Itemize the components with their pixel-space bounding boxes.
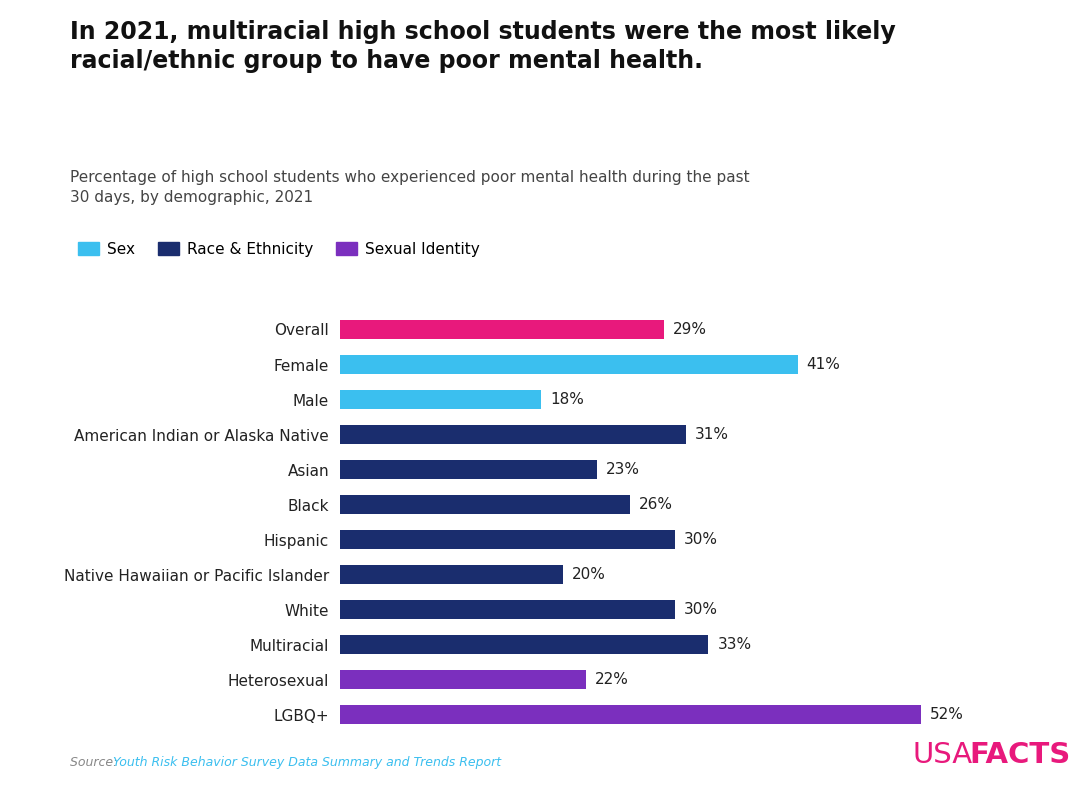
Bar bbox=[340, 460, 597, 479]
Text: 23%: 23% bbox=[606, 462, 639, 477]
Bar bbox=[340, 320, 664, 339]
Text: 30%: 30% bbox=[684, 602, 718, 617]
Text: 52%: 52% bbox=[930, 707, 963, 722]
Text: 26%: 26% bbox=[639, 497, 673, 512]
Text: 31%: 31% bbox=[696, 427, 729, 442]
Bar bbox=[340, 565, 564, 585]
Text: In 2021, multiracial high school students were the most likely
racial/ethnic gro: In 2021, multiracial high school student… bbox=[70, 20, 896, 73]
Bar bbox=[340, 530, 675, 549]
Bar bbox=[340, 670, 585, 689]
Text: 18%: 18% bbox=[550, 392, 584, 407]
Text: 29%: 29% bbox=[673, 322, 706, 337]
Bar bbox=[340, 425, 686, 445]
Text: FACTS: FACTS bbox=[970, 741, 1071, 769]
Bar bbox=[340, 600, 675, 619]
Bar bbox=[340, 355, 798, 374]
Bar bbox=[340, 635, 708, 654]
Text: USA: USA bbox=[913, 741, 973, 769]
Text: 33%: 33% bbox=[717, 637, 752, 652]
Bar bbox=[340, 705, 920, 725]
Text: 30%: 30% bbox=[684, 532, 718, 547]
Text: 41%: 41% bbox=[807, 357, 840, 372]
Bar bbox=[340, 390, 541, 409]
Bar bbox=[340, 495, 631, 514]
Text: Youth Risk Behavior Survey Data Summary and Trends Report: Youth Risk Behavior Survey Data Summary … bbox=[113, 756, 501, 769]
Text: Source:: Source: bbox=[70, 756, 122, 769]
Legend: Sex, Race & Ethnicity, Sexual Identity: Sex, Race & Ethnicity, Sexual Identity bbox=[78, 241, 480, 257]
Text: Percentage of high school students who experienced poor mental health during the: Percentage of high school students who e… bbox=[70, 170, 750, 205]
Text: 20%: 20% bbox=[572, 567, 606, 582]
Text: 22%: 22% bbox=[595, 672, 629, 687]
